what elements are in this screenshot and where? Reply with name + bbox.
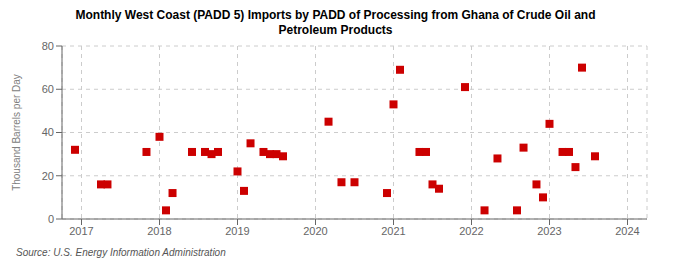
svg-text:2022: 2022 [459,225,483,237]
html-text:Petroleum Products: Petroleum Products [278,23,393,37]
svg-text:2018: 2018 [147,225,171,237]
svg-text:2019: 2019 [225,225,249,237]
svg-text:0: 0 [48,213,54,225]
html-text:Monthly West Coast (PADD 5) Im: Monthly West Coast (PADD 5) Imports by P… [75,8,596,22]
html-text:Source: U.S. Energy Informatio: Source: U.S. Energy Information Administ… [16,247,226,258]
svg-text:Thousand Barrels per Day: Thousand Barrels per Day [11,74,22,191]
svg-text:2021: 2021 [381,225,405,237]
svg-text:2023: 2023 [537,225,561,237]
svg-text:2017: 2017 [69,225,93,237]
svg-text:2024: 2024 [615,225,639,237]
svg-text:40: 40 [42,126,54,138]
svg-text:2020: 2020 [303,225,327,237]
svg-text:80: 80 [42,40,54,52]
svg-text:60: 60 [42,83,54,95]
svg-text:20: 20 [42,170,54,182]
